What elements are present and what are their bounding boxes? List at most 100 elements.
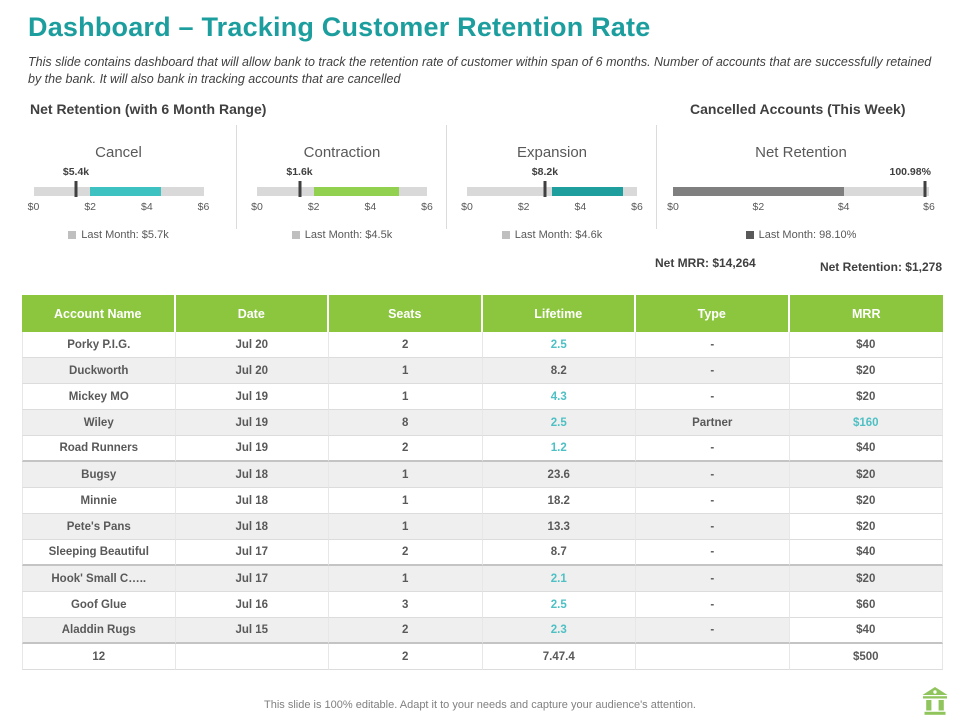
gauge-chart: $1.6k $0 $2 $4 $6 (251, 166, 433, 216)
cell-type: - (636, 566, 790, 592)
cell-lifetime: 7.47.4 (482, 644, 636, 670)
axis-tick-label: $6 (631, 201, 643, 213)
gauge-row: Cancel $5.4k $0 $2 $4 $6 Last Month: $5.7k … (0, 125, 945, 256)
cell-account-name: Aladdin Rugs (22, 618, 176, 644)
page-title: Dashboard – Tracking Customer Retention … (28, 12, 651, 42)
bullet-gauge: Contraction $1.6k $0 $2 $4 $6 Last Month: $… (237, 125, 447, 256)
gauge-chart: $8.2k $0 $2 $4 $6 (461, 166, 643, 216)
legend-label: Last Month: $4.6k (514, 229, 603, 241)
column-header: Seats (329, 295, 483, 332)
cancelled-accounts-table: Account Name Date Seats Lifetime Type MRR Por… (22, 295, 943, 670)
cell-mrr: $500 (789, 644, 943, 670)
cell-type: - (636, 332, 790, 358)
gauge-chart: $5.4k $0 $2 $4 $6 (28, 166, 210, 216)
cell-date: Jul 16 (175, 592, 329, 618)
legend-swatch-icon (68, 231, 77, 239)
cell-mrr: $40 (789, 540, 943, 566)
cell-seats: 2 (329, 540, 483, 566)
gauge-marker (543, 181, 547, 197)
cell-account-name: Hook' Small C….. (22, 566, 176, 592)
accounts-table-header-row: Account Name Date Seats Lifetime Type MRR (22, 295, 943, 332)
cell-seats: 2 (329, 332, 483, 358)
cell-seats: 1 (329, 384, 483, 410)
axis-tick-label: $6 (923, 201, 935, 213)
cell-type: - (636, 514, 790, 540)
table-row: Bugsy Jul 18 1 23.6 - $20 (22, 462, 943, 488)
table-row: Wiley Jul 19 8 2.5 Partner $160 (22, 410, 943, 436)
net-retention-value: Net Retention: $1,278 (819, 260, 942, 274)
gauge-marker (923, 181, 927, 197)
axis-tick-label: $2 (307, 201, 320, 213)
gauge-value-label: $5.4k (62, 166, 90, 178)
axis-tick-label: $4 (837, 201, 850, 213)
cell-type (636, 644, 790, 670)
axis-tick-label: $6 (421, 201, 433, 213)
cell-type: - (636, 462, 790, 488)
cell-type: - (636, 358, 790, 384)
gauge-value-label: $8.2k (531, 166, 559, 178)
gauge-bar (90, 187, 161, 196)
cell-date: Jul 18 (175, 488, 329, 514)
slide-description: This slide contains dashboard that will … (28, 55, 932, 86)
cell-account-name: Wiley (22, 410, 176, 436)
axis-tick-label: $0 (251, 201, 263, 213)
table-row: Road Runners Jul 19 2 1.2 - $40 (22, 436, 943, 462)
cell-date: Jul 19 (175, 436, 329, 462)
cell-mrr: $20 (789, 358, 943, 384)
table-row: Sleeping Beautiful Jul 17 2 8.7 - $40 (22, 540, 943, 566)
cell-account-name: Mickey MO (22, 384, 176, 410)
cell-date: Jul 18 (175, 462, 329, 488)
gauge-title: Contraction (303, 144, 381, 161)
cell-mrr: $40 (789, 332, 943, 358)
gauge-title: Expansion (516, 144, 588, 161)
cell-type: - (636, 540, 790, 566)
cell-account-name: Pete's Pans (22, 514, 176, 540)
cell-seats: 8 (329, 410, 483, 436)
legend-swatch-icon (501, 231, 510, 239)
table-row: 12 2 7.47.4 $500 (22, 644, 943, 670)
cell-account-name: Goof Glue (22, 592, 176, 618)
section-title-cancelled-accounts: Cancelled Accounts (This Week) (690, 101, 906, 117)
gauge-value-label: $1.6k (286, 166, 313, 178)
legend-swatch-icon (291, 231, 300, 239)
axis-tick-label: $0 (27, 201, 40, 213)
bullet-gauge: Cancel $5.4k $0 $2 $4 $6 Last Month: $5.7k (0, 125, 237, 256)
cell-lifetime: 13.3 (482, 514, 636, 540)
cell-type: - (636, 436, 790, 462)
cell-date: Jul 19 (175, 410, 329, 436)
cell-lifetime: 2.5 (482, 332, 636, 358)
cell-seats: 1 (329, 462, 483, 488)
table-row: Porky P.I.G. Jul 20 2 2.5 - $40 (22, 332, 943, 358)
cell-account-name: Bugsy (22, 462, 176, 488)
cell-type: - (636, 618, 790, 644)
gauge-bar (552, 187, 623, 196)
axis-tick-label: $4 (140, 201, 153, 213)
table-row: Aladdin Rugs Jul 15 2 2.3 - $40 (22, 618, 943, 644)
legend-swatch-icon (745, 231, 754, 239)
cell-account-name: Porky P.I.G. (22, 332, 176, 358)
cell-lifetime: 2.5 (482, 592, 636, 618)
column-header: Type (636, 295, 790, 332)
cell-mrr: $160 (789, 410, 943, 436)
cell-seats: 2 (329, 644, 483, 670)
axis-tick-label: $2 (517, 201, 530, 213)
gauge-value-label: 100.98% (889, 166, 931, 178)
gauge-legend: Last Month: $5.7k (68, 229, 169, 241)
gauge-axis: $0 $2 $4 $6 (28, 201, 210, 215)
table-row: Duckworth Jul 20 1 8.2 - $20 (22, 358, 943, 384)
cell-lifetime: 18.2 (482, 488, 636, 514)
cell-lifetime: 2.3 (482, 618, 636, 644)
cell-mrr: $20 (789, 514, 943, 540)
axis-tick-label: $6 (197, 201, 210, 213)
axis-tick-label: $4 (574, 201, 587, 213)
cell-mrr: $40 (789, 618, 943, 644)
cell-seats: 2 (329, 436, 483, 462)
cell-seats: 1 (329, 358, 483, 384)
axis-tick-label: $2 (84, 201, 96, 213)
axis-tick-label: $0 (461, 201, 473, 213)
cell-account-name: Road Runners (22, 436, 176, 462)
cell-lifetime: 1.2 (482, 436, 636, 462)
cell-type: - (636, 384, 790, 410)
gauge-chart: 100.98% $0 $2 $4 $6 (667, 166, 935, 216)
